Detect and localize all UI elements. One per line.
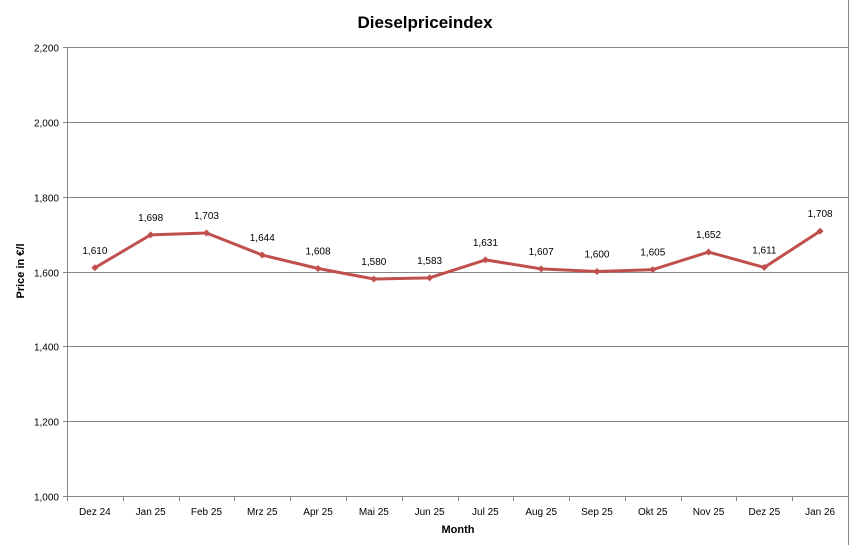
y-tick-label: 1,200 [34,418,59,429]
data-point [760,263,768,271]
y-tick-label: 1,400 [34,343,59,354]
data-label: 1,644 [250,233,275,244]
data-label: 1,583 [417,256,442,267]
y-tick-label: 1,000 [34,493,59,504]
x-tick-label: Jul 25 [472,507,499,518]
x-tick-label: Apr 25 [303,507,333,518]
y-tick-label: 1,600 [34,269,59,280]
data-point [537,265,545,273]
x-tick-label: Feb 25 [191,507,223,518]
x-tick-label: Sep 25 [581,507,613,518]
data-point [91,264,99,272]
x-tick-label: Aug 25 [525,507,557,518]
y-tick-label: 2,200 [34,44,59,55]
data-point [258,251,266,259]
data-point [147,231,155,239]
data-label: 1,631 [473,238,498,249]
data-point [426,274,434,282]
data-label: 1,610 [82,246,107,257]
data-label: 1,611 [752,245,777,256]
data-point [816,227,824,235]
series-line [94,229,821,281]
x-tick-label: Mai 25 [359,507,389,518]
data-label: 1,708 [808,209,833,220]
x-tick-label: Mrz 25 [247,507,278,518]
data-label: 1,605 [640,248,665,259]
data-point [314,265,322,273]
data-label: 1,580 [361,257,386,268]
chart-title: Dieselpriceindex [357,13,493,32]
data-label: 1,607 [529,247,554,258]
x-tick-label: Jan 26 [805,507,835,518]
data-point [593,268,601,275]
data-label: 1,652 [696,230,721,241]
y-tick-label: 2,000 [34,119,59,130]
data-label: 1,703 [194,211,219,222]
data-label: 1,608 [306,247,331,258]
data-point [202,229,210,237]
x-axis-label: Month [442,524,475,536]
data-point [705,248,713,256]
x-tick-label: Jan 25 [136,507,166,518]
x-tick-label: Dez 25 [748,507,780,518]
x-tick-label: Nov 25 [693,507,725,518]
x-tick-label: Jun 25 [415,507,445,518]
data-label: 1,600 [584,250,609,261]
data-point [649,266,657,274]
x-tick-label: Dez 24 [79,507,111,518]
y-tick-label: 1,800 [34,194,59,205]
data-label: 1,698 [138,213,163,224]
y-axis-label: Price in €/l [15,243,27,298]
x-tick-label: Okt 25 [638,507,668,518]
data-point [370,275,378,283]
data-point [481,256,489,264]
